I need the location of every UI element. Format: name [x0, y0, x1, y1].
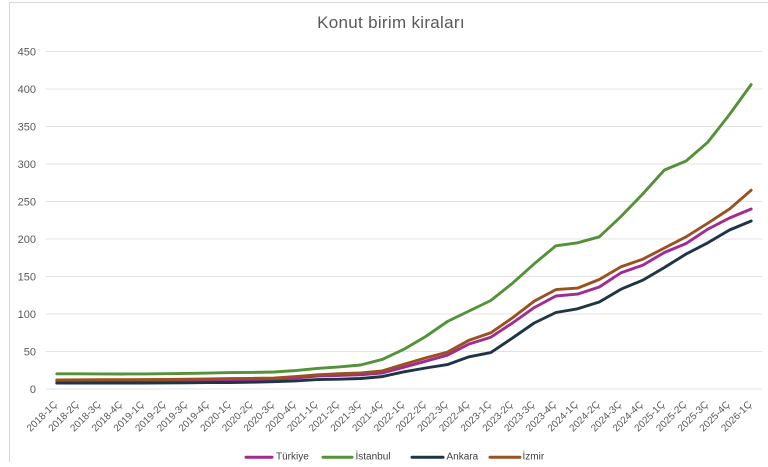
svg-text:250: 250	[18, 197, 36, 209]
svg-text:300: 300	[18, 159, 36, 171]
svg-text:350: 350	[18, 122, 36, 134]
svg-text:İstanbul: İstanbul	[356, 449, 391, 462]
svg-text:150: 150	[18, 272, 36, 284]
svg-text:Ankara: Ankara	[447, 451, 479, 462]
svg-text:200: 200	[18, 234, 36, 246]
svg-text:Türkiye: Türkiye	[276, 451, 309, 462]
svg-text:100: 100	[18, 309, 36, 321]
svg-text:400: 400	[18, 84, 36, 96]
svg-text:0: 0	[30, 384, 36, 396]
svg-text:Konut birim kiraları: Konut birim kiraları	[317, 13, 465, 32]
svg-text:İzmir: İzmir	[523, 449, 545, 462]
svg-text:50: 50	[24, 347, 36, 359]
svg-text:450: 450	[18, 47, 36, 59]
